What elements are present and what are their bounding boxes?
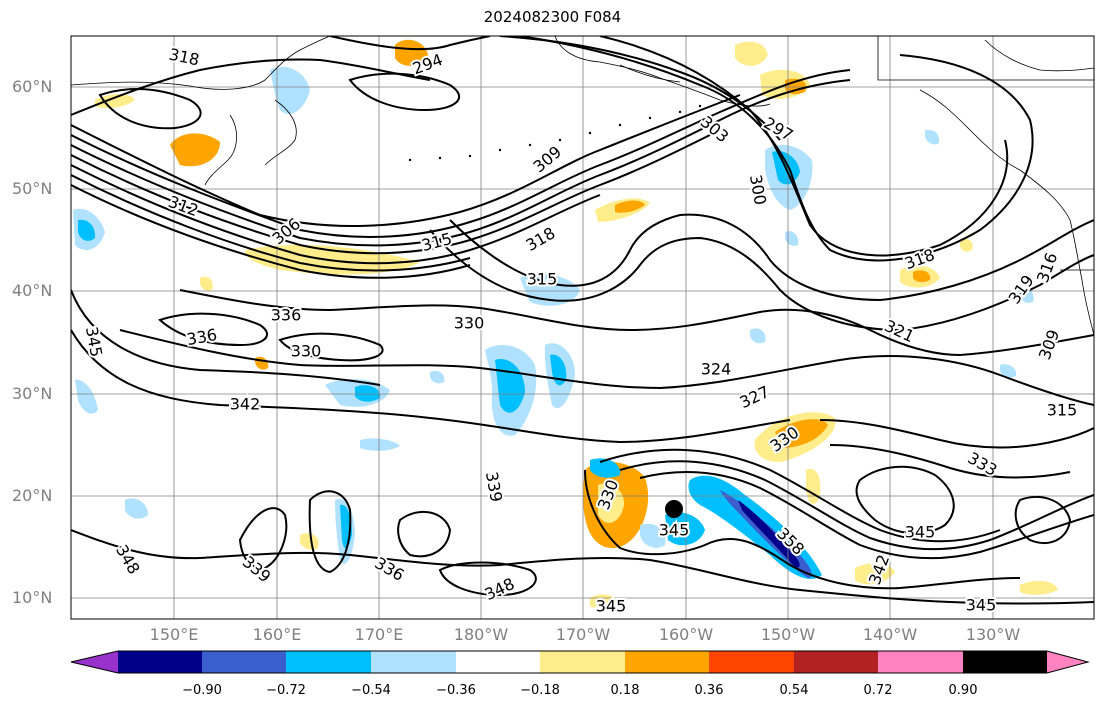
contour-label: 345 [596, 597, 627, 616]
theta-contours [71, 36, 1094, 605]
lon-label-150e: 150°E [149, 625, 199, 644]
colorbar-swatch [286, 651, 371, 673]
colorbar-tick-label: −0.36 [436, 683, 476, 698]
colorbar-tick-label: 0.36 [694, 683, 724, 698]
colorbar-tick-label: 0.54 [779, 683, 809, 698]
lon-label-140w: 140°W [862, 625, 918, 644]
lat-label-60n: 60°N [12, 77, 53, 96]
colorbar-swatch [456, 651, 540, 673]
colorbar-swatch [540, 651, 625, 673]
lon-label-180w: 180°W [453, 625, 509, 644]
colorbar-swatch [371, 651, 456, 673]
colorbar-min-extension [71, 651, 118, 673]
contour-label: 345 [659, 521, 690, 540]
aleutian-islands [408, 104, 702, 162]
lat-label-30n: 30°N [12, 384, 53, 403]
lat-label-10n: 10°N [12, 588, 53, 607]
lon-label-150w: 150°W [760, 625, 816, 644]
colorbar-swatch [963, 651, 1047, 673]
contour-label: 315 [1047, 401, 1078, 420]
colorbar-swatch [625, 651, 709, 673]
contour-label: 345 [966, 596, 997, 615]
contour-label: 330 [454, 314, 485, 333]
colorbar-swatch [794, 651, 878, 673]
map-title: 2024082300 F084 [483, 8, 622, 26]
contour-label: 336 [271, 306, 302, 325]
lat-label-50n: 50°N [12, 179, 53, 198]
lon-label-170w: 170°W [555, 625, 611, 644]
map-area [71, 36, 1094, 619]
contour-label: 342 [230, 395, 261, 414]
colorbar [70, 650, 1090, 674]
colorbar-tick-label: −0.54 [351, 683, 391, 698]
contour-label: 315 [527, 270, 558, 289]
lon-label-160w: 160°W [658, 625, 714, 644]
colorbar-tick-label: 0.18 [610, 683, 640, 698]
contour-label: 330 [291, 342, 322, 361]
colorbar-tick-label: 0.90 [948, 683, 978, 698]
colorbar-tick-label: 0.72 [863, 683, 893, 698]
lon-label-160e: 160°E [252, 625, 302, 644]
map-frame [70, 35, 1095, 620]
lat-label-20n: 20°N [12, 486, 53, 505]
colorbar-swatch [709, 651, 794, 673]
contour-label: 345 [905, 523, 936, 542]
negative-anomaly-shading [73, 66, 1034, 579]
lon-label-130w: 130°W [965, 625, 1021, 644]
storm-center-dot [665, 500, 683, 518]
colorbar-tick-label: −0.90 [182, 683, 222, 698]
lat-label-40n: 40°N [12, 281, 53, 300]
lon-label-170e: 170°E [354, 625, 404, 644]
colorbar-swatch [118, 651, 202, 673]
colorbar-tick-label: −0.18 [520, 683, 560, 698]
contour-label: 336 [185, 325, 218, 349]
colorbar-max-extension [1047, 651, 1088, 673]
coastlines [71, 36, 1094, 336]
colorbar-swatch [878, 651, 963, 673]
gridlines [71, 36, 1094, 619]
colorbar-tick-label: −0.72 [266, 683, 306, 698]
colorbar-swatch [202, 651, 286, 673]
contour-label: 324 [701, 360, 732, 379]
